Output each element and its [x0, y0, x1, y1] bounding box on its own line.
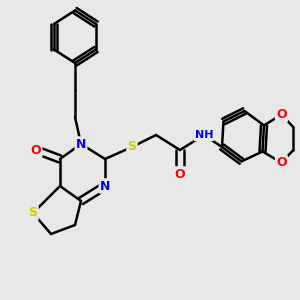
- Text: N: N: [76, 137, 86, 151]
- Text: O: O: [276, 108, 287, 121]
- Text: O: O: [31, 143, 41, 157]
- Text: N: N: [100, 179, 110, 193]
- Text: O: O: [276, 156, 287, 169]
- Text: O: O: [175, 167, 185, 181]
- Text: NH: NH: [195, 130, 213, 140]
- Text: S: S: [128, 140, 136, 154]
- Text: S: S: [28, 206, 38, 220]
